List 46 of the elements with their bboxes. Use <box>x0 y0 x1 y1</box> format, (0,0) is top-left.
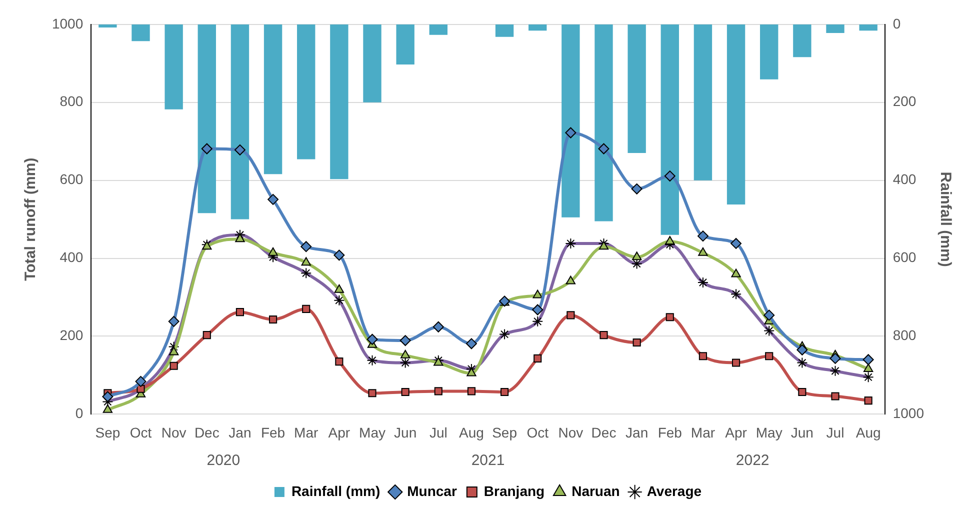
x-tick-label: Jan <box>228 424 252 440</box>
x-tick-label: Sep <box>95 424 120 440</box>
x-tick-label: Jun <box>790 424 814 440</box>
y2-axis-title: Rainfall (mm) <box>936 172 954 267</box>
y2-tick-label: 800 <box>892 327 916 344</box>
x-tick-label: May <box>359 424 386 440</box>
x-tick-label: Jun <box>394 424 417 440</box>
y-tick-label: 800 <box>60 93 84 110</box>
x-tick-label: Jul <box>429 424 448 440</box>
legend-label: Average <box>646 482 702 499</box>
text: 2022 <box>736 452 770 470</box>
x-tick-label: Mar <box>690 424 716 440</box>
legend-label: Branjang <box>484 482 545 499</box>
text: 2020 <box>206 452 240 470</box>
x-tick-label: Mar <box>294 424 318 440</box>
y-tick-label: 1000 <box>52 15 84 32</box>
x-tick-label: Apr <box>725 424 748 440</box>
x-tick-label: Oct <box>130 424 152 440</box>
x-tick-label: Nov <box>161 424 186 440</box>
x-tick-label: Dec <box>194 424 220 440</box>
x-tick-label: Jan <box>626 424 648 440</box>
y2-tick-label: 1000 <box>892 405 924 422</box>
x-tick-label: May <box>756 424 782 440</box>
x-tick-label: Aug <box>856 424 881 440</box>
text: 2021 <box>471 452 505 470</box>
x-tick-label: Dec <box>591 424 616 440</box>
y2-tick-label: 400 <box>892 171 916 188</box>
y-axis-title: Total runoff (mm) <box>22 158 40 281</box>
y-tick-label: 200 <box>60 327 84 344</box>
x-tick-label: Apr <box>328 424 350 440</box>
y-tick-label: 600 <box>60 171 84 188</box>
y-tick-label: 0 <box>75 405 84 422</box>
x-tick-label: Oct <box>526 424 549 440</box>
legend-label: Rainfall (mm) <box>291 482 380 499</box>
y2-tick-label: 0 <box>892 15 901 32</box>
x-tick-label: Feb <box>260 424 286 440</box>
x-tick-label: Sep <box>492 424 518 440</box>
y2-tick-label: 200 <box>892 93 916 110</box>
y-tick-label: 400 <box>60 249 84 266</box>
x-tick-label: Nov <box>558 424 584 440</box>
legend-label: Naruan <box>572 482 620 499</box>
y2-tick-label: 600 <box>892 249 916 266</box>
legend-label: Muncar <box>407 482 458 499</box>
x-tick-label: Aug <box>459 424 484 440</box>
x-tick-label: Feb <box>658 424 682 440</box>
x-tick-label: Jul <box>826 424 844 440</box>
